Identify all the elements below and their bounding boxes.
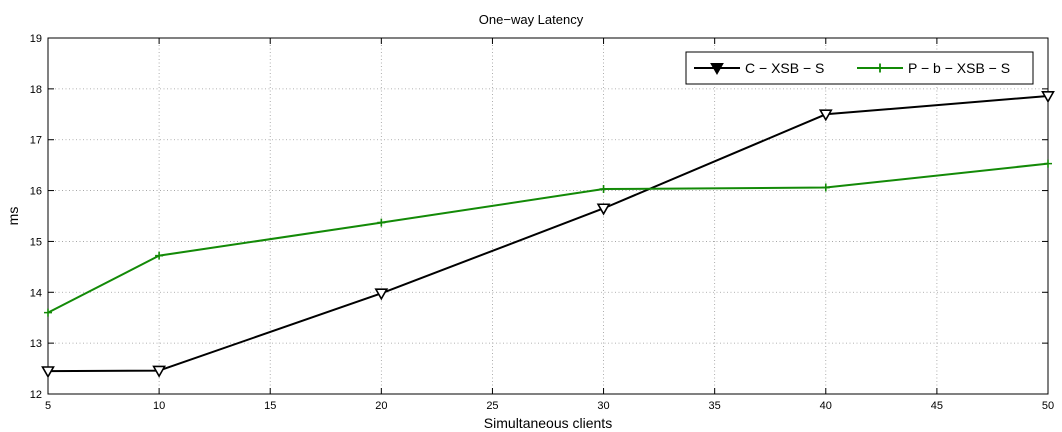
x-axis-label: Simultaneous clients [484, 415, 612, 431]
legend-marker-p-b-xsb-s [875, 63, 885, 73]
x-tick-label: 35 [709, 400, 721, 412]
legend-label-c-xsb-s: C − XSB − S [745, 60, 824, 76]
data-point-c-xsb-s [596, 203, 611, 216]
y-tick-labels: 12 13 14 15 16 17 18 19 [30, 33, 42, 401]
axis-ticks [47, 37, 1049, 395]
y-tick-label: 18 [30, 84, 42, 96]
y-tick-label: 16 [30, 186, 42, 198]
plot-area [47, 37, 1049, 395]
legend-marker-c-xsb-s [710, 63, 724, 76]
series-line-c-xsb-s [47, 94, 1049, 373]
x-tick-label: 20 [375, 400, 387, 412]
x-tick-labels: 5 10 15 20 25 30 35 40 45 50 [45, 400, 1054, 412]
data-point-c-xsb-s [818, 109, 833, 122]
data-point-p-b-xsb-s [1044, 159, 1052, 168]
x-tick-label: 50 [1042, 400, 1054, 412]
data-point-c-xsb-s [1041, 91, 1055, 104]
x-tick-label: 45 [931, 400, 943, 412]
legend: C − XSB − S P − b − XSB − S [685, 51, 1034, 85]
data-point-p-b-xsb-s [155, 251, 164, 260]
data-point-p-b-xsb-s [821, 183, 830, 192]
chart-title: One−way Latency [479, 12, 584, 27]
y-tick-label: 19 [30, 33, 42, 45]
y-tick-label: 12 [30, 389, 42, 401]
series-layer [41, 91, 1055, 379]
y-tick-label: 15 [30, 236, 42, 248]
x-tick-label: 25 [486, 400, 498, 412]
x-tick-label: 5 [45, 400, 51, 412]
grid [48, 38, 1048, 394]
series-line-p-b-xsb-s [47, 162, 1049, 314]
legend-label-p-b-xsb-s: P − b − XSB − S [908, 60, 1010, 76]
x-tick-label: 40 [820, 400, 832, 412]
x-tick-label: 15 [264, 400, 276, 412]
y-tick-label: 17 [30, 135, 42, 147]
y-tick-label: 13 [30, 338, 42, 350]
x-tick-label: 10 [153, 400, 165, 412]
data-point-p-b-xsb-s [599, 185, 608, 194]
data-point-p-b-xsb-s [377, 218, 386, 227]
data-point-c-xsb-s [152, 365, 166, 378]
data-point-c-xsb-s [374, 288, 389, 301]
y-axis-label: ms [5, 207, 21, 226]
y-tick-label: 14 [30, 287, 42, 299]
data-point-p-b-xsb-s [44, 308, 52, 317]
x-tick-label: 30 [597, 400, 609, 412]
data-point-c-xsb-s [41, 366, 55, 379]
